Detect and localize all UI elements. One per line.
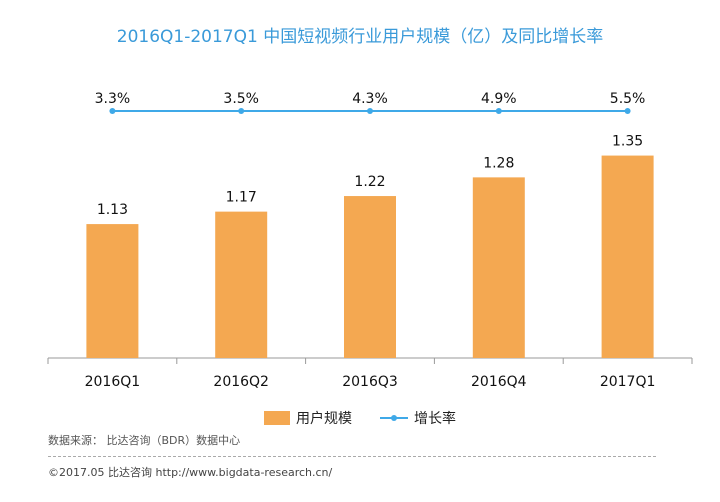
growth-rate-label: 4.9% — [481, 91, 517, 107]
growth-rate-label: 5.5% — [610, 91, 646, 107]
bar — [86, 224, 139, 358]
bar — [472, 177, 525, 358]
growth-rate-point — [109, 108, 116, 114]
x-tick-label: 2017Q1 — [600, 374, 656, 390]
copyright-note: ©2017.05 比达咨询 http://www.bigdata-researc… — [48, 466, 333, 479]
growth-rate-label: 3.5% — [223, 91, 259, 107]
bar-value-label: 1.35 — [612, 134, 643, 150]
growth-rate-point — [624, 108, 631, 114]
bar — [601, 155, 654, 358]
legend: 用户规模 增长率 — [0, 408, 720, 428]
growth-rate-point — [367, 108, 373, 114]
chart-canvas: 1.13 2016Q1 1.17 2016Q2 1.22 2016Q3 1.28 2016Q4… — [47, 91, 693, 390]
bar-value-label: 1.17 — [226, 190, 257, 206]
legend-line-label: 增长率 — [414, 411, 456, 427]
legend-line-swatch — [380, 411, 408, 425]
x-tick-label: 2016Q3 — [342, 374, 398, 390]
growth-rate-label: 3.3% — [95, 91, 131, 107]
x-tick-label: 2016Q4 — [471, 374, 527, 390]
chart-title: 2016Q1-2017Q1 中国短视频行业用户规模（亿）及同比增长率 — [116, 27, 604, 47]
legend-item-bar: 用户规模 — [264, 408, 352, 428]
bar-value-label: 1.22 — [354, 174, 385, 190]
bar-value-label: 1.28 — [483, 155, 514, 171]
bar-value-label: 1.13 — [97, 202, 128, 218]
legend-bar-swatch — [264, 411, 290, 425]
legend-item-line: 增长率 — [380, 408, 456, 428]
x-tick-label: 2016Q1 — [85, 374, 141, 390]
source-note: 数据来源： 比达咨询（BDR）数据中心 — [48, 434, 241, 447]
growth-rate-label: 4.3% — [352, 91, 388, 107]
growth-rate-point — [495, 108, 502, 114]
x-tick-label: 2016Q2 — [213, 374, 269, 390]
legend-bar-label: 用户规模 — [296, 411, 352, 427]
bar — [215, 211, 268, 358]
bar — [344, 196, 396, 358]
growth-rate-point — [238, 108, 245, 114]
footer-divider — [48, 456, 656, 457]
